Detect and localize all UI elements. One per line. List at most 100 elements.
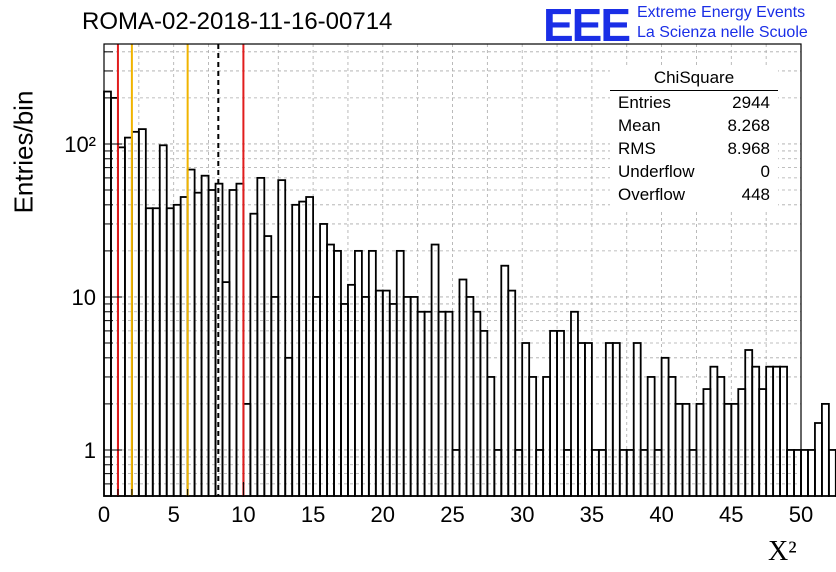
x-tick-label: 0 (98, 502, 110, 527)
histogram-bin (172, 203, 182, 497)
stats-key: Mean (618, 116, 661, 135)
histogram-bin (367, 249, 377, 497)
x-tick-label: 40 (649, 502, 673, 527)
histogram-bin (270, 296, 280, 497)
histogram-bin (751, 365, 761, 497)
histogram-bin (702, 388, 712, 497)
histogram-bin (646, 376, 656, 497)
histogram-bin (667, 376, 677, 497)
x-tick-label: 35 (580, 502, 604, 527)
histogram-bin (486, 376, 496, 497)
histogram-bin (402, 296, 412, 497)
histogram-bin (709, 365, 719, 497)
histogram-bin (381, 289, 391, 497)
stats-row-underflow: Underflow 0 (610, 160, 778, 183)
histogram-bin (395, 249, 405, 497)
stats-row-rms: RMS 8.968 (610, 137, 778, 160)
histogram-bin (827, 449, 836, 497)
histogram-bin (165, 207, 175, 497)
histogram-bin (277, 179, 287, 497)
x-tick-label: 20 (371, 502, 395, 527)
logo-line-1: Extreme Energy Events (637, 4, 806, 21)
y-tick-label: 1 (84, 438, 96, 463)
histogram-bin (800, 449, 809, 497)
histogram-bin (521, 342, 531, 497)
logo-line-2: La Scienza nelle Scuole (637, 24, 808, 41)
stats-row-mean: Mean 8.268 (610, 114, 778, 137)
histogram-bin (235, 182, 245, 497)
histogram-bin (528, 376, 538, 497)
histogram-bin (221, 281, 231, 497)
histogram-bin (772, 365, 781, 497)
histogram-bin (151, 207, 161, 497)
histogram-bin (388, 303, 398, 497)
histogram-bin (298, 200, 308, 497)
histogram-bin (758, 388, 768, 497)
stats-value: 8.268 (727, 116, 770, 135)
stats-title: ChiSquare (610, 66, 778, 91)
x-axis-label: X² (768, 536, 797, 567)
stats-key: Underflow (618, 162, 695, 181)
axis-ticks: 0 5 10 15 20 25 30 35 40 45 50 1 10 10² (64, 51, 813, 527)
histogram-bin (130, 130, 140, 497)
stats-row-overflow: Overflow 448 (610, 183, 778, 206)
stats-value: 0 (760, 162, 770, 181)
stats-value: 2944 (732, 93, 770, 112)
x-tick-label: 25 (440, 502, 464, 527)
histogram-bin (374, 289, 384, 497)
histogram-bin (737, 388, 747, 497)
x-tick-label: 50 (789, 502, 813, 527)
histogram-bin (333, 249, 342, 497)
histogram-bin (604, 342, 614, 497)
histogram-bin (179, 196, 189, 497)
x-tick-label: 45 (719, 502, 743, 527)
stats-key: Entries (618, 93, 671, 112)
histogram-bin (326, 243, 335, 497)
histogram-bin (186, 168, 196, 497)
x-tick-label: 5 (168, 502, 180, 527)
y-tick-label: 10² (64, 132, 96, 157)
histogram-bin (340, 303, 349, 497)
histogram-bin (347, 283, 356, 497)
histogram-bin (137, 128, 147, 497)
threshold-lines (116, 44, 245, 496)
stats-value: 8.968 (727, 139, 770, 158)
histogram-bin (479, 329, 489, 497)
stats-key: RMS (618, 139, 656, 158)
histogram-bin (312, 296, 321, 497)
plot-title: ROMA-02-2018-11-16-00714 (82, 8, 393, 35)
y-tick-label: 10 (72, 285, 96, 310)
histogram-bin (584, 342, 593, 497)
eee-logo: EEE (543, 0, 631, 51)
histogram-bin (500, 264, 510, 497)
histogram-bin (814, 422, 823, 497)
stats-value: 448 (741, 185, 770, 204)
histogram-bin (779, 365, 788, 497)
histogram-bin (360, 296, 370, 497)
histogram-bin (611, 342, 621, 497)
stats-key: Overflow (618, 185, 686, 204)
histogram-bin (291, 203, 301, 497)
histogram-bin (556, 329, 565, 497)
histogram-bin (256, 176, 266, 497)
histogram-bin (284, 356, 294, 497)
histogram-bin (807, 449, 816, 497)
histogram-bin (319, 223, 328, 497)
histogram-bin (542, 376, 551, 497)
histogram-bin (305, 196, 315, 497)
histogram-bin (549, 329, 558, 497)
histogram-bin (354, 249, 363, 497)
histogram-bin (249, 212, 259, 497)
histogram-bin (465, 296, 475, 497)
histogram-bin (507, 289, 517, 497)
histogram-bin (660, 356, 670, 497)
x-tick-label: 10 (231, 502, 255, 527)
histogram-bin (744, 349, 754, 497)
histogram-bin (124, 136, 133, 497)
x-tick-label: 15 (301, 502, 325, 527)
histogram-bin (409, 296, 419, 497)
stats-row-entries: Entries 2944 (610, 91, 778, 114)
x-tick-label: 30 (510, 502, 534, 527)
histogram-bin (117, 146, 126, 497)
